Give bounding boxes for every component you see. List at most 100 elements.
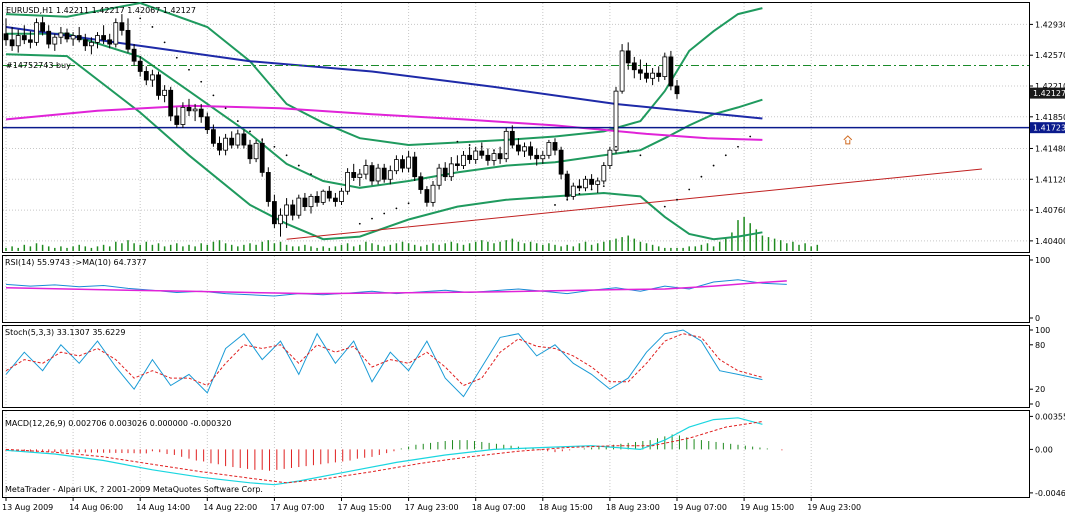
sar-dot (676, 199, 678, 201)
candle-body (230, 138, 234, 145)
sar-dot (225, 107, 227, 109)
sar-dot (725, 154, 727, 156)
candle-body (553, 142, 557, 150)
candle-body (638, 70, 642, 73)
sar-dot (603, 185, 605, 187)
candle-body (608, 150, 612, 165)
candle-body (535, 155, 539, 158)
candle-body (150, 75, 154, 80)
candle-body (376, 168, 380, 181)
candle-body (297, 198, 301, 215)
price-tick-label: 1.42930 (1035, 20, 1065, 29)
candle-body (382, 168, 386, 179)
candle-body (59, 33, 63, 37)
candle-body (10, 40, 14, 46)
candle-body (443, 168, 447, 177)
sar-dot (408, 202, 410, 204)
sar-dot (359, 223, 361, 225)
candle-body (486, 155, 490, 160)
indicator-tick-label: 0 (1035, 314, 1040, 323)
macd-signal-line (6, 422, 762, 483)
candle-body (620, 51, 624, 91)
price-tick-label: 1.42570 (1035, 51, 1065, 60)
candle-body (309, 196, 313, 206)
candle-body (211, 130, 215, 144)
candle-body (102, 36, 106, 40)
rsi-label: RSI(14) 55.9743 ->MA(10) 64.7377 (5, 258, 147, 267)
candle-body (77, 36, 81, 40)
candle-body (285, 205, 289, 215)
candle-body (108, 40, 112, 44)
candle-body (4, 34, 8, 40)
candle-body (498, 154, 502, 159)
metatrader-chart-window[interactable]: 1.42930 1.42570 1.42210 1.41850 1.41480 1.411… (0, 0, 1065, 514)
candle-body (407, 157, 411, 168)
sar-dot (310, 173, 312, 175)
candle-body (242, 134, 246, 145)
candle-body (28, 40, 32, 43)
candle-body (114, 23, 118, 44)
sar-dot (371, 218, 373, 220)
candle-body (89, 42, 93, 45)
sar-dot (152, 26, 154, 28)
sar-dot (664, 206, 666, 208)
candle-body (541, 155, 545, 158)
sar-dot (176, 57, 178, 59)
stoch-label: Stoch(5,3,3) 33.1307 35.6229 (5, 328, 125, 337)
sar-dot (701, 176, 703, 178)
candle-body (120, 23, 124, 31)
chart-canvas[interactable]: 1.429301.425701.422101.418501.414801.411… (0, 0, 1065, 514)
indicator-tick-label: 20 (1035, 385, 1045, 394)
indicator-tick-label: 0.003557 (1035, 412, 1065, 421)
sar-dot (627, 150, 629, 152)
candle-body (22, 36, 26, 40)
candle-body (65, 33, 69, 39)
up-arrow-marker (844, 136, 852, 144)
candle-body (492, 154, 496, 161)
candle-body (413, 157, 417, 177)
sar-dot (493, 149, 495, 151)
candle-body (358, 174, 362, 177)
price-tick-label: 1.41120 (1035, 175, 1065, 184)
sar-dot (566, 199, 568, 201)
slow-ma-line (6, 27, 762, 119)
time-tick-label: 14 Aug 22:00 (203, 503, 257, 512)
time-tick-label: 14 Aug 14:00 (136, 503, 190, 512)
candle-body (419, 177, 423, 190)
sar-dot (591, 189, 593, 191)
candle-body (565, 174, 569, 196)
candle-body (144, 71, 148, 80)
candle-body (559, 150, 563, 174)
candle-body (468, 155, 472, 159)
candle-body (272, 202, 276, 224)
indicator-tick-label: 100 (1035, 326, 1050, 335)
candle-body (388, 171, 392, 180)
candle-body (602, 166, 606, 181)
time-tick-label: 19 Aug 23:00 (807, 503, 861, 512)
candle-body (614, 91, 618, 150)
candle-body (431, 185, 435, 202)
candle-body (53, 37, 57, 44)
candle-body (510, 131, 514, 145)
stoch-signal-line (6, 334, 762, 386)
sar-dot (640, 154, 642, 156)
indicator-tick-label: 0 (1035, 400, 1040, 409)
candle-body (96, 36, 100, 43)
current-price-box: 1.42127 (1030, 88, 1065, 99)
sub-indicators (6, 280, 787, 485)
candle-body (663, 57, 667, 77)
sar-dot (481, 146, 483, 148)
candle-body (571, 186, 575, 196)
sar-dot (249, 130, 251, 132)
macd-label: MACD(12,26,9) 0.002706 0.003026 0.000000… (5, 419, 232, 428)
candle-body (657, 73, 661, 76)
candle-body (346, 172, 350, 191)
sar-dot (688, 189, 690, 191)
candle-body (632, 63, 636, 70)
price-tick-label: 1.40400 (1035, 237, 1065, 246)
indicator-tick-label: -0.004687 (1035, 489, 1065, 498)
sar-dot (213, 95, 215, 97)
sar-dot (615, 146, 617, 148)
candle-body (437, 168, 441, 185)
candle-body (254, 143, 258, 158)
